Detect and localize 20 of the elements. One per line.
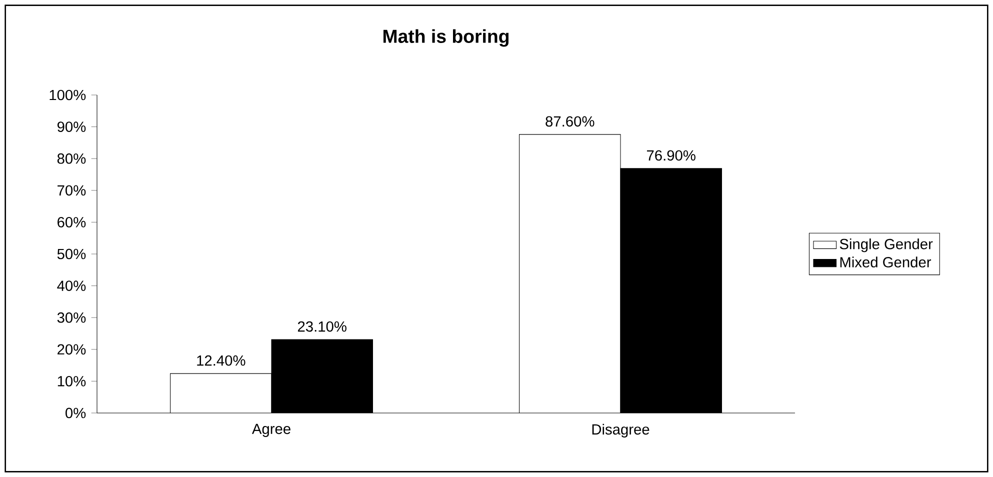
y-tick-label: 10% bbox=[58, 376, 86, 386]
data-label: 76.90% bbox=[646, 150, 696, 161]
y-tick-label: 30% bbox=[57, 312, 86, 323]
y-tick-label: 40% bbox=[57, 280, 86, 291]
chart-title: Math is boring bbox=[383, 29, 509, 47]
legend-label: Single Gender bbox=[840, 238, 933, 252]
y-tick-label: 60% bbox=[58, 217, 86, 228]
y-tick-label: 90% bbox=[58, 122, 86, 132]
y-tick-label: 20% bbox=[58, 344, 86, 355]
y-tick-label: 50% bbox=[57, 248, 86, 260]
x-tick-label: Agree bbox=[252, 424, 290, 437]
data-label: 23.10% bbox=[298, 321, 346, 332]
y-tick-label: 80% bbox=[57, 153, 86, 164]
y-tick-label: 100% bbox=[50, 90, 86, 100]
legend-label: Mixed Gender bbox=[840, 256, 932, 268]
y-tick-label: 0% bbox=[66, 408, 86, 418]
data-label: 12.40% bbox=[197, 355, 246, 366]
y-tick-label: 70% bbox=[58, 185, 86, 196]
x-tick-label: Disagree bbox=[592, 424, 650, 438]
data-label: 87.60% bbox=[546, 116, 594, 127]
